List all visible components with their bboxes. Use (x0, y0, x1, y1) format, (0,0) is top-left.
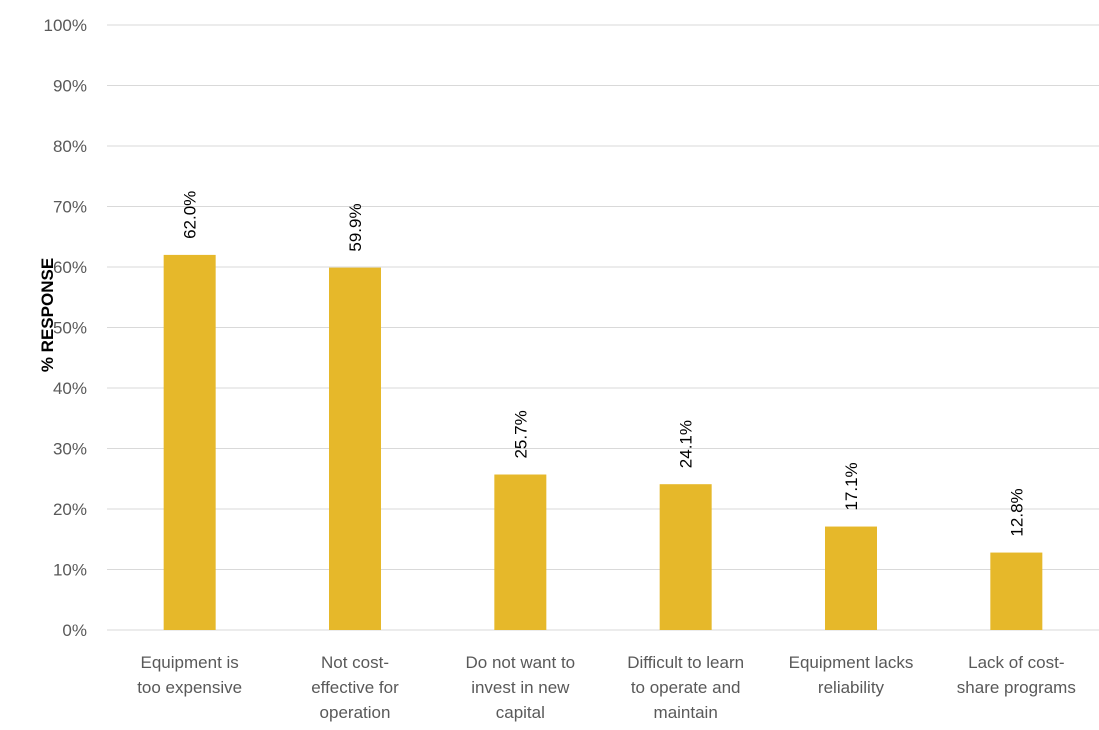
category-label: Do not want to invest in new capital (466, 653, 576, 722)
bar (494, 474, 547, 630)
data-label: 59.9% (346, 203, 365, 251)
data-labels: 62.0% 59.9% 25.7% 24.1% 17.1% 12.8% (181, 191, 1027, 537)
y-tick-label: 50% (53, 319, 87, 338)
category-label: Not cost-effective for operation (311, 653, 399, 722)
y-tick-label: 20% (53, 500, 87, 519)
category-label: Equipment lacks reliability (789, 653, 914, 697)
data-label: 12.8% (1007, 488, 1026, 536)
y-tick-label: 90% (53, 77, 87, 96)
bar (659, 484, 712, 630)
y-axis-title: % RESPONSE (38, 258, 57, 372)
y-tick-label: 70% (53, 198, 87, 217)
y-tick-label: 30% (53, 440, 87, 459)
category-labels: Equipment is too expensive Not cost-effect… (137, 653, 1076, 722)
category-label: Difficult to learn to operate and maintain (627, 653, 744, 722)
category-label: Lack of cost-share programs (957, 653, 1076, 697)
data-label: 62.0% (181, 191, 200, 239)
bar (825, 526, 877, 630)
data-label: 24.1% (677, 420, 696, 468)
y-tick-label: 0% (62, 621, 87, 640)
y-axis-ticks: 0% 10% 20% 30% 40% 50% 60% 70% 80% 90% 100% (44, 16, 87, 640)
bar (163, 254, 216, 630)
bars (163, 254, 1043, 630)
y-tick-label: 60% (53, 258, 87, 277)
gridlines (107, 24, 1099, 631)
y-tick-label: 10% (53, 561, 87, 580)
category-label: Equipment is too expensive (137, 653, 242, 697)
y-tick-label: 80% (53, 137, 87, 156)
data-label: 25.7% (511, 410, 530, 458)
y-tick-label: 100% (44, 16, 87, 35)
bar (329, 267, 381, 630)
bar (990, 552, 1043, 630)
y-tick-label: 40% (53, 379, 87, 398)
data-label: 17.1% (842, 462, 861, 510)
